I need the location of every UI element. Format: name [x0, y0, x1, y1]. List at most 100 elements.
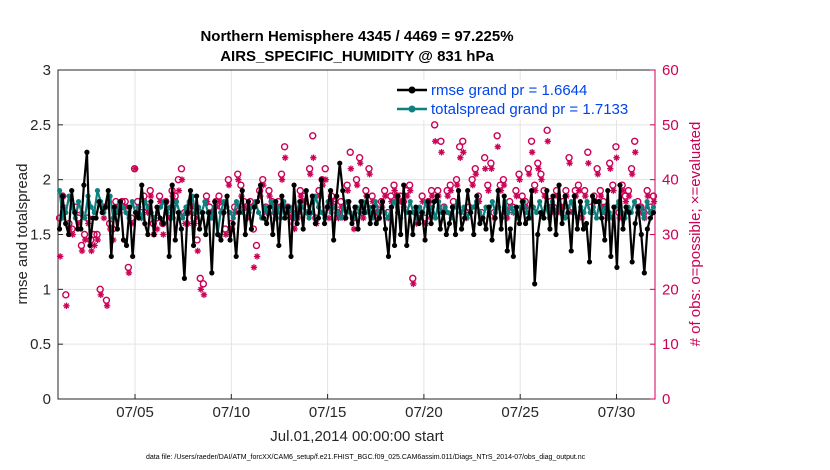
- rmse-point: [471, 231, 477, 238]
- rmse-point: [529, 188, 535, 194]
- obs-evaluated-stroke: [488, 166, 495, 172]
- obs-possible-point: [62, 291, 70, 299]
- y-tick-label: 0: [43, 391, 51, 408]
- rmse-point: [425, 199, 431, 205]
- obs-evaluated-stroke: [485, 187, 492, 194]
- rmse-point: [151, 231, 157, 238]
- legend-label-rmse: rmse grand pr = 1.6644: [431, 82, 587, 99]
- y2-tick-label: 0: [662, 391, 670, 408]
- obs-evaluated-stroke: [623, 198, 629, 205]
- obs-evaluated-stroke: [179, 176, 185, 183]
- obs-evaluated-point: [175, 187, 183, 194]
- rmse-point: [160, 220, 166, 227]
- data-file-footer: data file: /Users/raeder/DAI/ATM_forcXX/…: [146, 454, 586, 461]
- obs-evaluated-point: [650, 198, 658, 205]
- rmse-point: [501, 193, 507, 199]
- rmse-point: [632, 220, 638, 227]
- rmse-point: [187, 188, 194, 194]
- obs-evaluated-point: [357, 160, 364, 167]
- rmse-point: [66, 231, 72, 238]
- rmse-point: [629, 259, 635, 265]
- rmse-point: [264, 220, 270, 227]
- obs-evaluated-point: [438, 149, 445, 156]
- totalspread-point: [445, 209, 451, 216]
- obs-evaluated-point: [460, 149, 467, 156]
- obs-evaluated-point: [628, 170, 636, 178]
- grid: [58, 70, 655, 399]
- rmse-point: [611, 204, 617, 210]
- rmse-point: [395, 193, 401, 199]
- totalspread-point: [641, 215, 647, 221]
- rmse-point: [434, 193, 440, 199]
- totalspread-point: [56, 188, 63, 194]
- totalspread-point: [505, 209, 511, 216]
- rmse-point: [550, 193, 556, 199]
- rmse-point: [626, 209, 632, 216]
- rmse-point: [504, 248, 510, 254]
- rmse-point: [321, 220, 328, 227]
- obs-evaluated-point: [469, 181, 476, 189]
- rmse-point: [416, 220, 422, 227]
- rmse-point: [242, 231, 248, 238]
- obs-evaluated-point: [391, 187, 398, 194]
- y-tick-label: 3: [43, 62, 51, 79]
- obs-evaluated-stroke: [457, 155, 463, 161]
- obs-evaluated-stroke: [326, 215, 332, 221]
- totalspread-point: [123, 209, 129, 216]
- totalspread-point: [82, 215, 88, 221]
- obs-possible-point: [280, 143, 289, 151]
- rmse-point: [538, 209, 544, 216]
- rmse-point: [166, 253, 172, 260]
- rmse-point: [605, 188, 611, 194]
- obs-evaluated-point: [453, 181, 461, 189]
- rmse-point: [157, 215, 163, 221]
- rmse-point: [535, 231, 541, 238]
- totalspread-point: [233, 199, 240, 205]
- rmse-point: [388, 204, 395, 210]
- obs-evaluated-stroke: [566, 160, 573, 166]
- obs-possible-point: [177, 164, 186, 173]
- rmse-point: [169, 182, 175, 188]
- obs-possible-point: [480, 154, 489, 162]
- rmse-point: [498, 226, 504, 232]
- rmse-point: [288, 253, 294, 260]
- rmse-point: [437, 226, 443, 232]
- obs-evaluated-stroke: [513, 193, 520, 199]
- obs-evaluated-point: [178, 176, 186, 183]
- x-axis-label: Jul.01,2014 00:00:00 start: [270, 428, 444, 445]
- obs-possible-point: [346, 148, 354, 156]
- rmse-point: [580, 226, 587, 232]
- obs-evaluated-stroke: [454, 182, 460, 188]
- obs-evaluated-stroke: [354, 182, 360, 188]
- rmse-point: [245, 199, 251, 205]
- obs-evaluated-point: [622, 198, 630, 205]
- obs-evaluated-point: [500, 181, 508, 189]
- obs-evaluated-point: [88, 247, 95, 255]
- obs-evaluated-point: [278, 176, 286, 183]
- obs-evaluated-point: [597, 192, 605, 200]
- totalspread-point: [385, 215, 391, 221]
- rmse-point: [617, 182, 623, 188]
- rmse-point: [391, 242, 398, 249]
- rmse-point: [273, 199, 279, 205]
- obs-evaluated-point: [457, 154, 464, 161]
- rmse-point: [117, 199, 124, 205]
- rmse-point: [620, 226, 626, 232]
- rmse-point: [559, 220, 565, 227]
- obs-evaluated-point: [94, 236, 101, 244]
- obs-evaluated-stroke: [470, 182, 476, 188]
- rmse-point: [221, 209, 227, 216]
- rmse-point: [215, 231, 221, 238]
- obs-evaluated-stroke: [154, 226, 160, 232]
- obs-evaluated-point: [566, 160, 573, 167]
- obs-evaluated-stroke: [526, 171, 532, 177]
- rmse-point: [111, 204, 117, 210]
- rmse-point: [236, 209, 242, 216]
- rmse-point: [413, 204, 419, 210]
- obs-evaluated-point: [485, 187, 492, 194]
- totalspread-point: [432, 215, 439, 221]
- chart-title: Northern Hemisphere 4345 / 4469 = 97.225…: [200, 28, 513, 45]
- obs-evaluated-stroke: [598, 193, 604, 199]
- x-axis: 07/05 07/10 07/15 07/20 07/25 07/30: [116, 394, 635, 421]
- y2-tick-label: 40: [662, 172, 679, 189]
